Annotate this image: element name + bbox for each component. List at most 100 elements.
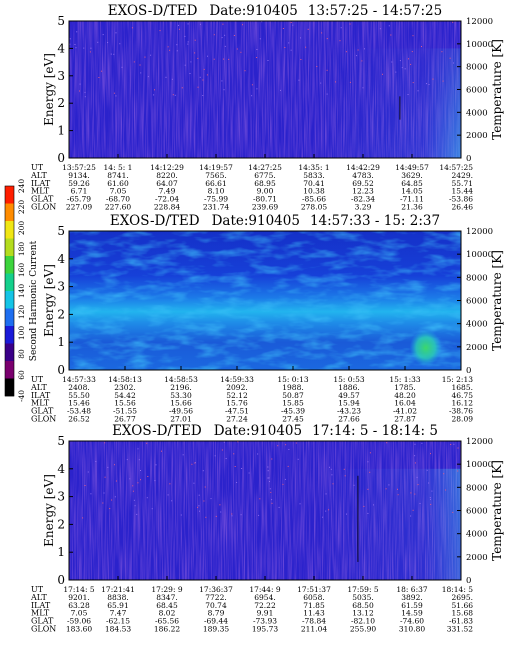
speckle: [442, 80, 444, 82]
y-axis-label: Energy [eV]: [42, 53, 56, 126]
cell-ilat: 52.12: [226, 391, 248, 400]
speckle: [200, 23, 201, 25]
speckle: [198, 505, 200, 507]
colorbar-swatch: [5, 203, 14, 222]
cell-glat: -65.56: [155, 617, 179, 626]
title-time-range: 13:57:25 - 14:57:25: [308, 3, 442, 19]
speckle: [401, 67, 403, 69]
speckle: [397, 494, 399, 496]
spectrogram-hot-region: [312, 48, 461, 158]
cell-ut: 18:14: 5: [442, 585, 474, 594]
speckle: [430, 503, 432, 505]
speckle: [417, 484, 419, 486]
speckle: [194, 462, 196, 464]
cell-ilat: 68.50: [352, 601, 374, 610]
cell-mlt: 7.47: [110, 609, 127, 618]
cell-glat: -49.56: [169, 407, 193, 416]
speckle: [320, 82, 322, 84]
speckle: [414, 455, 416, 457]
y-right-tick-label: 6000: [466, 507, 488, 517]
speckle: [269, 488, 271, 490]
speckle: [213, 34, 215, 36]
speckle: [213, 58, 215, 60]
speckle: [206, 74, 208, 76]
speckle: [154, 89, 155, 91]
speckle: [256, 88, 258, 90]
y-right-tick-label: 8000: [466, 63, 488, 73]
colorbar-tick-label: 120: [17, 305, 26, 320]
cell-glon: 231.74: [203, 203, 229, 212]
spectrogram-peak: [409, 329, 442, 366]
panel-1: EXOS-D/TED Date:910405 13:57:25 - 14:57:25…: [30, 3, 504, 212]
speckle: [233, 453, 235, 455]
colorbar-tick-label: -40: [17, 390, 26, 402]
cell-ilat: 54.42: [114, 391, 136, 400]
colorbar-tick-label: 200: [17, 221, 26, 236]
speckle: [356, 55, 358, 57]
speckle: [231, 515, 233, 517]
speckle: [441, 51, 443, 53]
cell-ut: 14:27:25: [248, 163, 282, 172]
y-right-tick-label: 6000: [466, 86, 488, 96]
cell-ut: 17:36:37: [199, 585, 233, 594]
y-right-tick-label: 4000: [466, 108, 488, 118]
speckle: [187, 43, 189, 45]
speckle: [236, 48, 238, 50]
colorbar-tick-label: 100: [17, 326, 26, 341]
row-label-ilat: ILAT: [31, 601, 51, 610]
speckle: [136, 513, 138, 515]
cell-alt: 6058.: [303, 593, 324, 602]
speckle: [207, 55, 208, 57]
speckle: [114, 464, 115, 466]
cell-glat: -62.15: [106, 617, 130, 626]
y-tick-label: 4: [57, 462, 65, 476]
speckle: [414, 443, 416, 445]
speckle: [140, 479, 141, 481]
y-right-axis-label: Temperature [K]: [490, 460, 504, 561]
speckle: [113, 92, 115, 94]
speckle: [345, 51, 347, 53]
row-label-alt: ALT: [30, 171, 47, 180]
colorbar-swatch: [5, 221, 14, 239]
cell-alt: 1785.: [394, 383, 415, 392]
speckle: [343, 468, 345, 470]
speckle: [203, 500, 205, 502]
cell-glat: -85.66: [302, 195, 326, 204]
cell-glat: -80.71: [253, 195, 277, 204]
y-tick-label: 4: [57, 252, 65, 266]
cell-glon: 21.36: [401, 203, 423, 212]
colorbar-swatch: [5, 343, 14, 362]
speckle: [267, 470, 269, 472]
speckle: [267, 60, 269, 61]
speckle: [75, 47, 77, 49]
speckle: [161, 450, 162, 452]
cell-ilat: 48.20: [394, 391, 416, 400]
speckle: [101, 70, 103, 72]
speckle: [237, 441, 239, 443]
speckle: [144, 56, 146, 58]
speckle: [107, 42, 109, 43]
speckle: [369, 471, 371, 473]
speckle: [193, 482, 195, 484]
cell-alt: 3892.: [401, 593, 422, 602]
cell-alt: 6775.: [254, 171, 275, 180]
colorbar-swatch: [5, 256, 14, 274]
speckle: [197, 86, 199, 88]
speckle: [84, 91, 86, 93]
cell-alt: 2695.: [452, 593, 473, 602]
cell-mlt: 15.44: [452, 187, 474, 196]
speckle: [244, 70, 246, 72]
speckle: [445, 489, 447, 491]
cell-glon: 239.69: [252, 203, 278, 212]
y-right-tick-label: 6000: [466, 297, 488, 307]
speckle: [287, 465, 289, 467]
speckle: [150, 54, 152, 56]
spectrogram: [69, 231, 461, 370]
y-tick-label: 2: [57, 96, 65, 110]
y-right-tick-label: 0: [466, 154, 471, 164]
speckle: [171, 78, 173, 80]
speckle: [178, 24, 179, 26]
cell-mlt: 8.02: [159, 609, 176, 618]
title-time-range: 17:14: 5 - 18:14: 5: [312, 423, 438, 439]
speckle: [102, 502, 104, 504]
